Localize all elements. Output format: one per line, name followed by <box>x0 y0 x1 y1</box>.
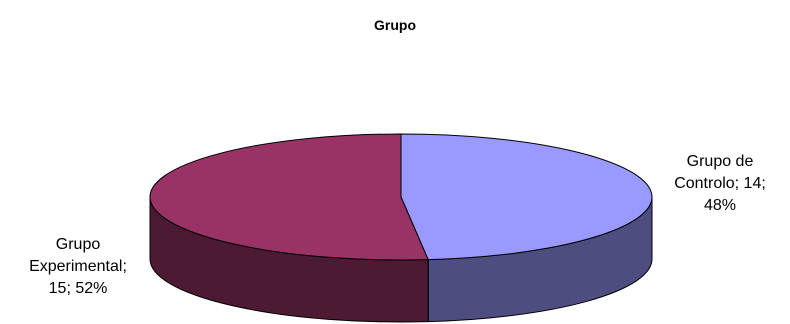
chart-title: Grupo <box>374 17 416 33</box>
data-label-grupo-experimental: Grupo Experimental; 15; 52% <box>8 234 148 300</box>
pie-tops <box>149 133 653 261</box>
pie-sides <box>149 196 653 323</box>
pie-slice-grupo-experimental <box>149 133 429 261</box>
label-line: Grupo de <box>686 153 754 170</box>
label-line: Grupo <box>55 236 101 253</box>
data-label-grupo-de-controlo: Grupo de Controlo; 14; 48% <box>650 151 790 217</box>
label-line: 48% <box>703 197 737 214</box>
pie-slice-grupo-de-controlo <box>400 133 653 261</box>
label-line: Controlo; 14; <box>674 175 766 192</box>
label-line: Experimental; <box>29 258 127 275</box>
label-line: 15; 52% <box>48 280 108 297</box>
